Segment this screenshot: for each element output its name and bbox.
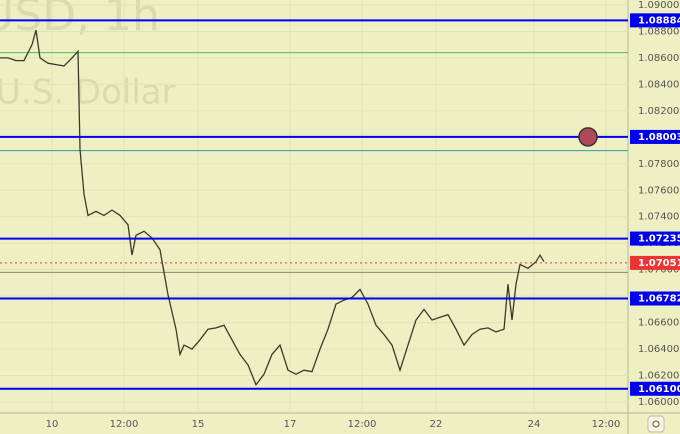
level-label: 1.08003 [638,132,680,143]
level-label-box [630,381,680,396]
level-label-box [630,129,680,144]
x-tick-label: 15 [192,419,205,430]
y-tick-label: 1.08800 [638,26,679,37]
y-tick-label: 1.06000 [638,397,679,408]
y-tick-label: 1.08400 [638,79,679,90]
y-tick-label: 1.06400 [638,344,679,355]
price-line [0,29,545,387]
x-tick-label: 12:00 [348,419,377,430]
level-label: 1.08884 [638,15,680,26]
settings-icon [652,420,660,428]
y-tick-label: 1.08600 [638,53,679,64]
level-label: 1.06782 [638,294,680,305]
y-tick-label: 1.09000 [638,0,679,11]
level-label-box [630,13,680,28]
x-tick-label: 12:00 [592,419,621,430]
x-tick-label: 12:00 [110,419,139,430]
y-tick-label: 1.07000 [638,265,679,276]
settings-button[interactable] [647,415,665,433]
x-tick-label: 17 [284,419,297,430]
y-tick-label: 1.06600 [638,318,679,329]
y-tick-label: 1.07800 [638,159,679,170]
level-label: 1.07235 [638,234,680,245]
y-tick-label: 1.07600 [638,185,679,196]
marker [578,127,598,147]
x-tick-label: 10 [46,419,59,430]
level-label-box [630,291,680,306]
y-tick-label: 1.07400 [638,212,679,223]
x-tick-label: 22 [430,419,443,430]
level-label-box [630,255,680,270]
y-tick-label: 1.08200 [638,106,679,117]
level-label-box [630,231,680,246]
level-label: 1.07051 [638,258,680,269]
level-label: 1.06100 [638,384,680,395]
watermark: U.S. Dollar [0,73,176,113]
x-tick-label: 24 [528,419,541,430]
y-tick-label: 1.06200 [638,371,679,382]
